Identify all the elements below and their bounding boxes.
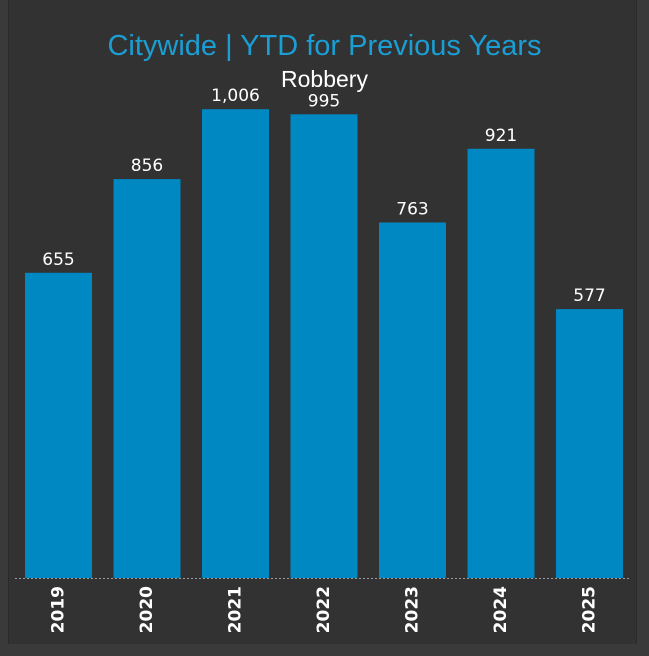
x-tick-label-2023: 2023 [403, 586, 423, 633]
chart-title: Citywide | YTD for Previous Years [107, 30, 542, 62]
value-labels-group: 655 856 1,006 995 763 921 577 [42, 86, 605, 306]
x-tick-label-2021: 2021 [226, 586, 246, 633]
bar-2019 [25, 272, 92, 578]
bar-2023 [379, 222, 446, 578]
bar-2021 [202, 109, 269, 578]
data-label-2022: 995 [308, 91, 340, 111]
bar-2020 [113, 179, 181, 578]
x-tick-label-2019: 2019 [49, 586, 69, 633]
data-label-2023: 763 [396, 200, 428, 220]
bar-2025 [556, 309, 623, 578]
data-label-2024: 921 [485, 126, 517, 146]
x-tick-labels-group: 2019 2020 2021 2022 2023 2024 2025 [49, 586, 600, 633]
x-tick-label-2020: 2020 [137, 586, 157, 633]
data-label-2021: 1,006 [211, 86, 260, 106]
bar-2024 [467, 148, 535, 579]
x-tick-label-2024: 2024 [491, 586, 511, 633]
data-label-2020: 856 [131, 156, 163, 176]
data-label-2019: 655 [42, 250, 74, 270]
x-tick-label-2022: 2022 [314, 586, 334, 633]
page-bottom-margin [0, 644, 649, 656]
bars-group [25, 109, 623, 579]
chart-subtitle: Robbery [281, 66, 368, 92]
bar-2022 [290, 114, 358, 579]
x-tick-label-2025: 2025 [580, 586, 600, 633]
data-label-2025: 577 [573, 286, 605, 306]
